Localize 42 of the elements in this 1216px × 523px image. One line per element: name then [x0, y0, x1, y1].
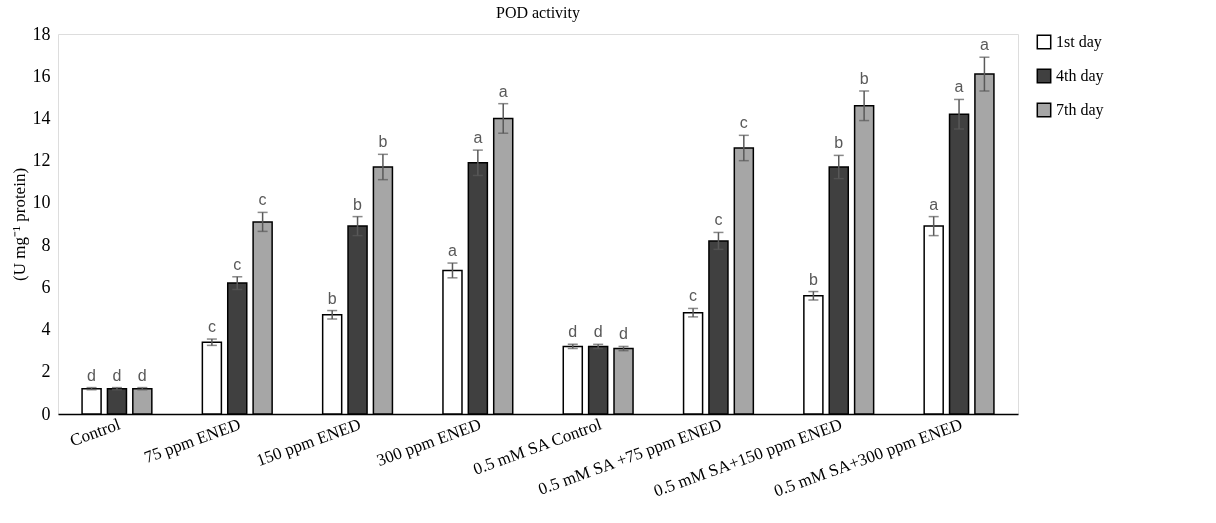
data-label: a	[929, 195, 939, 213]
legend-label: 7th day	[1056, 101, 1104, 119]
legend-label: 1st day	[1056, 33, 1102, 51]
x-tick-label: Control	[67, 414, 124, 451]
data-label: a	[498, 82, 508, 100]
y-tick-label: 8	[41, 234, 51, 255]
y-tick-label: 16	[32, 65, 51, 86]
chart-title: POD activity	[496, 4, 580, 22]
y-tick-label: 12	[32, 150, 51, 171]
data-label: a	[448, 242, 458, 260]
data-label: c	[689, 287, 698, 305]
legend-label: 4th day	[1056, 67, 1104, 85]
data-label: b	[834, 134, 844, 152]
y-tick-label: 14	[32, 107, 51, 128]
data-label: b	[808, 270, 818, 288]
x-tick-label: 75 ppm ENED	[141, 414, 244, 468]
y-tick-label: 10	[32, 192, 51, 213]
data-label: c	[739, 114, 748, 132]
y-tick-label: 18	[32, 23, 51, 44]
y-tick-label: 2	[41, 361, 51, 382]
data-label: d	[619, 325, 628, 343]
data-label: d	[87, 366, 97, 384]
data-label: d	[112, 366, 122, 384]
data-label: c	[258, 191, 267, 209]
data-label: b	[353, 195, 363, 213]
y-tick-label: 0	[41, 403, 51, 424]
data-label: a	[979, 36, 989, 54]
data-label: c	[207, 318, 216, 336]
data-label: d	[137, 366, 147, 384]
y-tick-label: 6	[41, 276, 51, 297]
x-tick-label: 150 ppm ENED	[253, 414, 364, 470]
data-label: c	[714, 211, 723, 229]
data-label: c	[233, 255, 242, 273]
data-label: d	[568, 323, 578, 341]
data-label: b	[859, 70, 869, 87]
data-label: a	[954, 78, 964, 96]
y-tick-label: 4	[41, 319, 51, 340]
data-label: b	[378, 133, 388, 151]
data-label: a	[473, 129, 483, 147]
data-label: b	[327, 289, 337, 307]
y-axis-title: (U mg⁻¹ protein)	[9, 167, 29, 282]
data-label: d	[593, 323, 603, 341]
